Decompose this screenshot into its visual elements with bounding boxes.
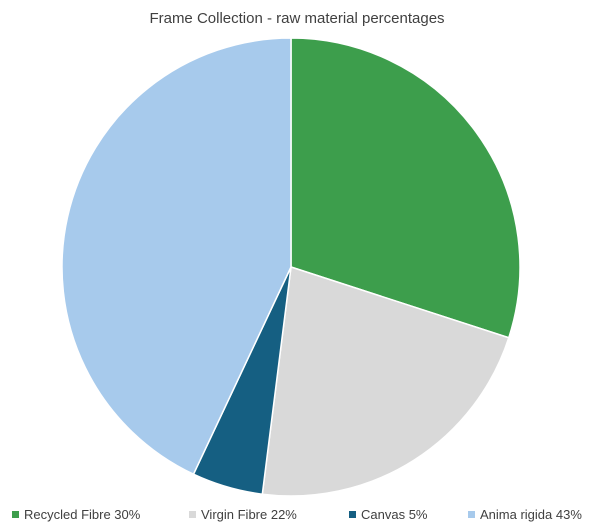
- pie-chart: [61, 37, 521, 497]
- legend-swatch-virgin-fibre: [189, 511, 196, 518]
- legend-item-virgin-fibre: Virgin Fibre 22%: [189, 507, 297, 522]
- legend-item-recycled-fibre: Recycled Fibre 30%: [12, 507, 140, 522]
- legend-label-anima-rigida: Anima rigida 43%: [480, 507, 582, 522]
- pie-slice-virgin-fibre: [261, 266, 510, 497]
- pie-slice-recycled-fibre: [290, 37, 521, 339]
- legend-swatch-recycled-fibre: [12, 511, 19, 518]
- legend-swatch-anima-rigida: [468, 511, 475, 518]
- legend-label-recycled-fibre: Recycled Fibre 30%: [24, 507, 141, 522]
- pie-slice-anima-rigida: [61, 37, 292, 476]
- legend-item-canvas: Canvas 5%: [349, 507, 427, 522]
- legend-swatch-canvas: [349, 511, 356, 518]
- legend-item-anima-rigida: Anima rigida 43%: [468, 507, 582, 522]
- legend-label-virgin-fibre: Virgin Fibre 22%: [201, 507, 297, 522]
- legend-label-canvas: Canvas 5%: [361, 507, 428, 522]
- chart-title: Frame Collection - raw material percenta…: [149, 10, 445, 27]
- chart-legend: Recycled Fibre 30% Virgin Fibre 22% Canv…: [0, 507, 594, 525]
- pie-slices: [61, 37, 521, 497]
